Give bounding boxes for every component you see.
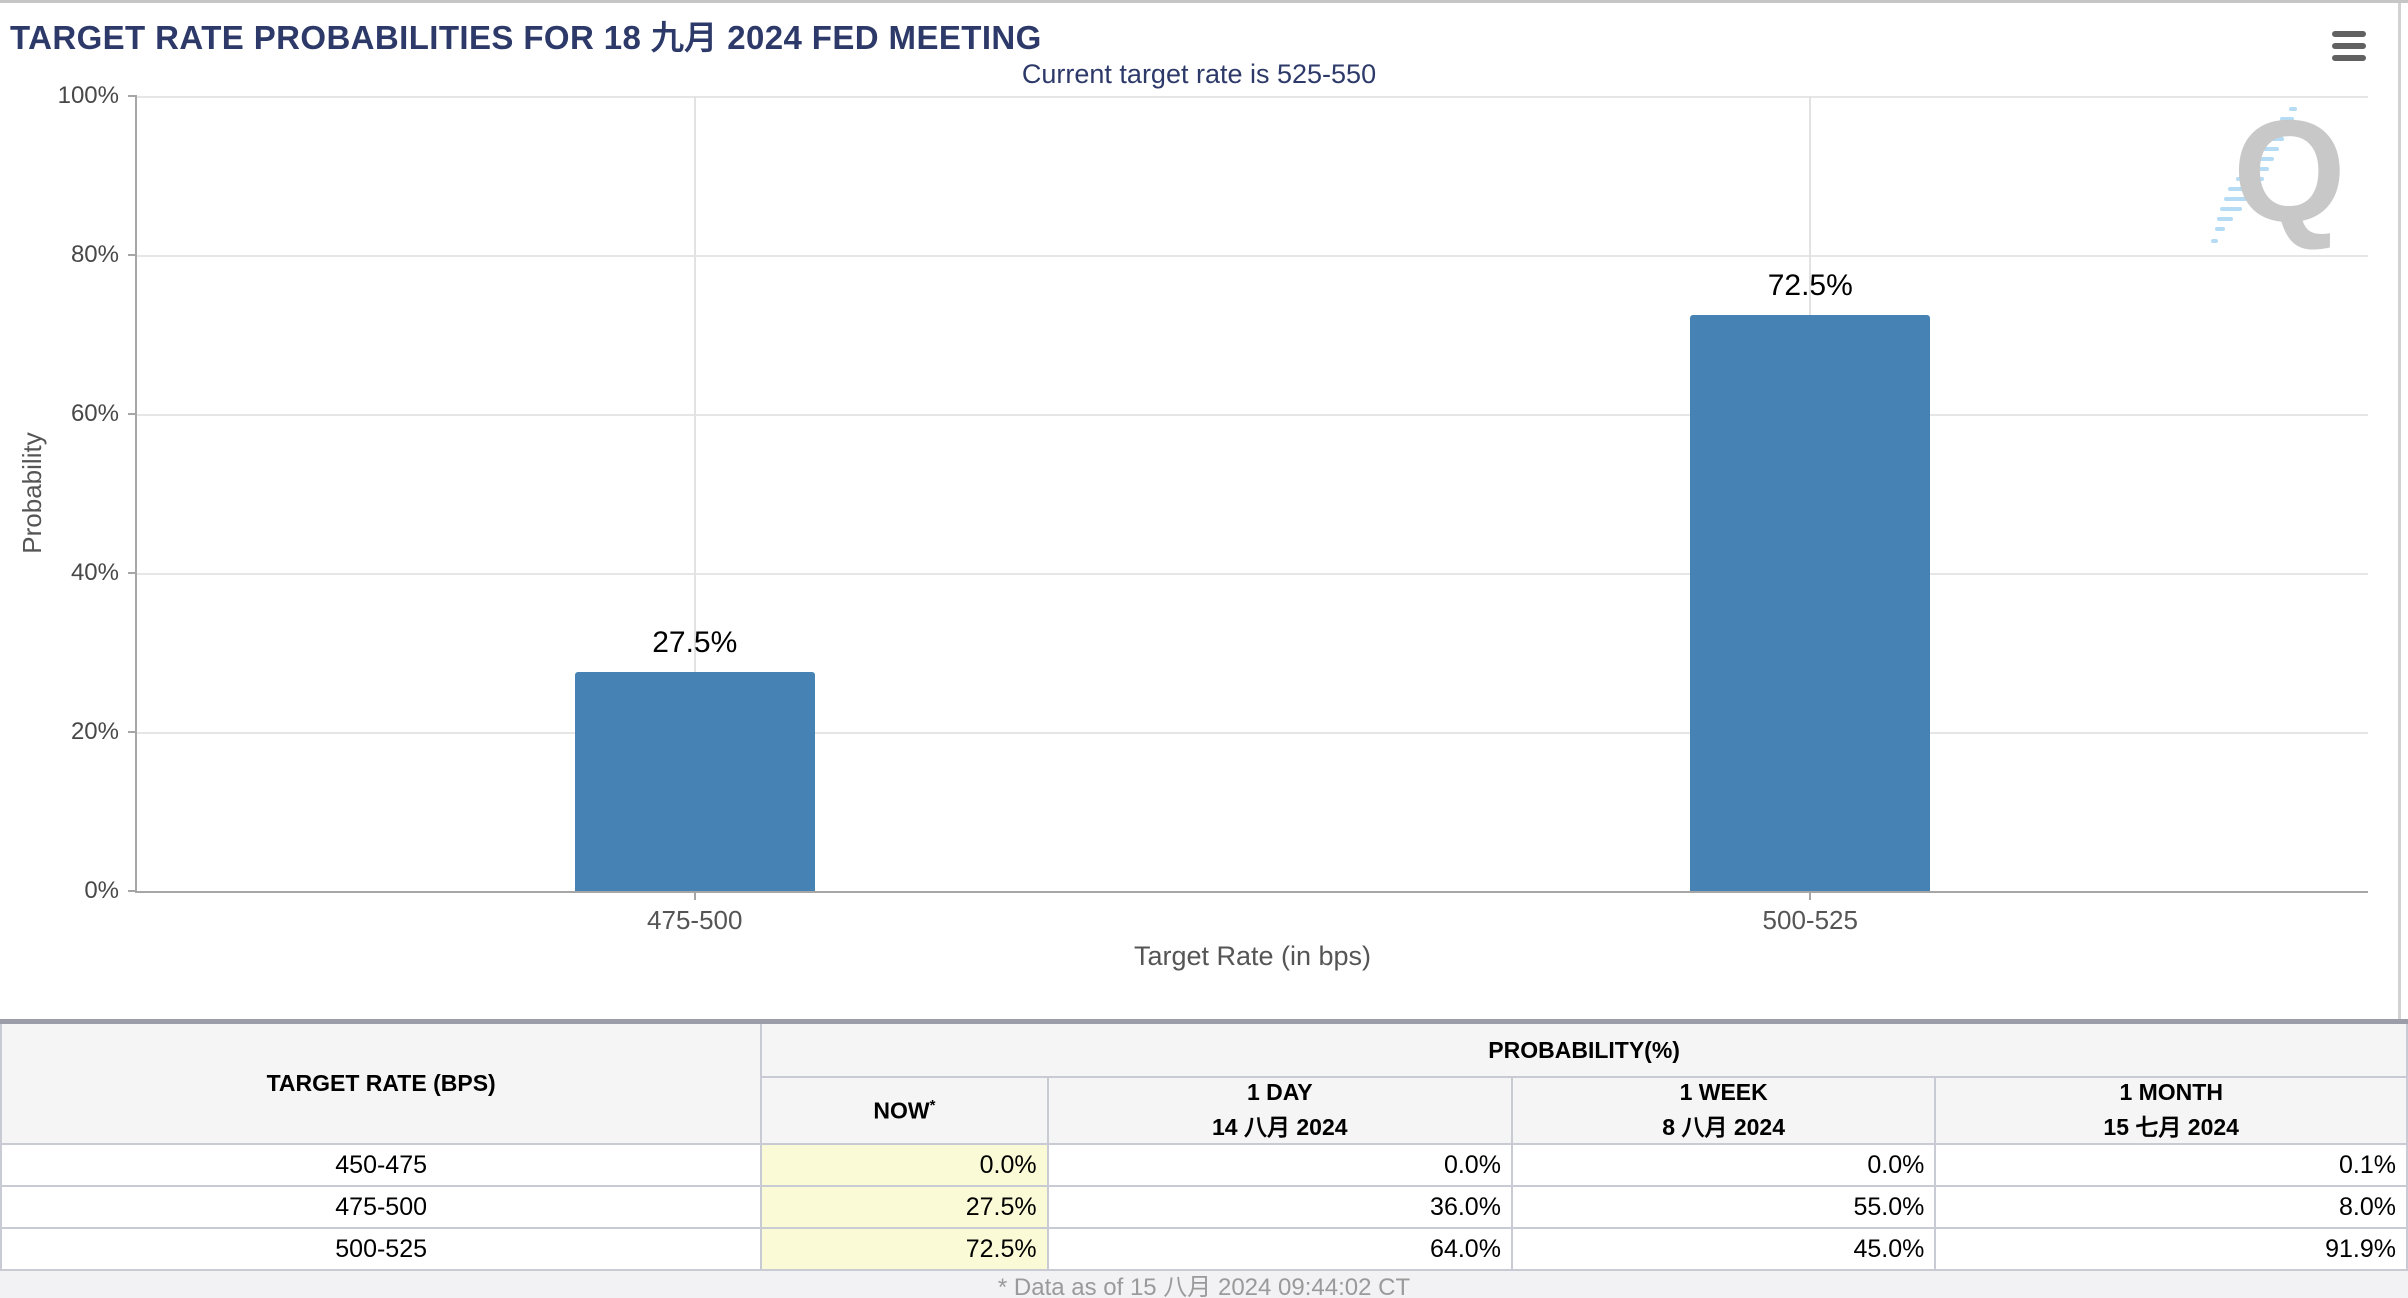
axis-tick (128, 890, 137, 892)
probability-table: TARGET RATE (BPS) PROBABILITY(%) NOW* 1 … (0, 1019, 2408, 1271)
cell-now: 27.5% (760, 1185, 1049, 1229)
cell-target-rate: 500-525 (0, 1227, 763, 1271)
y-tick-label: 40% (70, 559, 119, 586)
col-header-1-day: 1 DAY 14 八月 2024 (1046, 1076, 1513, 1145)
y-tick-label: 20% (70, 718, 119, 745)
cell-1-month: 91.9% (1934, 1227, 2408, 1271)
col-header-1-month-label: 1 MONTH (2119, 1079, 2223, 1105)
col-header-1-week: 1 WEEK 8 八月 2024 (1510, 1076, 1937, 1145)
hamburger-icon (2332, 31, 2366, 37)
col-header-probability-group: PROBABILITY(%) (760, 1020, 2408, 1078)
hamburger-icon (2332, 55, 2366, 61)
cell-1-day: 64.0% (1046, 1227, 1513, 1271)
y-tick-label: 0% (84, 877, 119, 904)
cell-target-rate: 450-475 (0, 1143, 763, 1187)
col-header-now: NOW* (760, 1076, 1049, 1145)
col-header-1-day-label: 1 DAY (1246, 1079, 1313, 1105)
col-header-1-day-date: 14 八月 2024 (1212, 1114, 1348, 1140)
cell-1-month: 0.1% (1934, 1143, 2408, 1187)
cell-1-week: 45.0% (1510, 1227, 1937, 1271)
footnote-asterisk: * (929, 1096, 936, 1114)
cell-1-day: 36.0% (1046, 1185, 1513, 1229)
table-row: 475-500 27.5% 36.0% 55.0% 8.0% (0, 1185, 2408, 1229)
x-category-label: 475-500 (647, 905, 743, 935)
y-axis-title: Probability (17, 432, 47, 554)
fedwatch-chart-panel: TARGET RATE PROBABILITIES FOR 18 九月 2024… (0, 3, 2401, 1019)
cell-target-rate: 475-500 (0, 1185, 763, 1229)
quikstrike-watermark-icon: Q (2193, 90, 2346, 263)
axis-tick (128, 572, 137, 574)
gridline (137, 414, 2368, 416)
axis-tick (128, 731, 137, 733)
axis-tick (128, 254, 137, 256)
y-tick-label: 60% (70, 400, 119, 427)
gridline (137, 573, 2368, 575)
gridline (137, 255, 2368, 257)
col-header-1-week-date: 8 八月 2024 (1662, 1114, 1786, 1140)
cell-1-month: 8.0% (1934, 1185, 2408, 1229)
gridline (137, 732, 2368, 734)
col-header-now-label: NOW (873, 1097, 930, 1124)
cell-1-week: 55.0% (1510, 1185, 1937, 1229)
col-header-1-week-label: 1 WEEK (1679, 1079, 1768, 1105)
bar-data-label: 27.5% (652, 626, 738, 660)
page-top-border (0, 0, 2408, 3)
table-row: 450-475 0.0% 0.0% 0.0% 0.1% (0, 1143, 2408, 1187)
gridline (693, 96, 696, 891)
bar-475-500 (574, 672, 815, 891)
cell-now: 0.0% (760, 1143, 1049, 1187)
cell-now: 72.5% (760, 1227, 1049, 1271)
data-as-of-footnote: * Data as of 15 八月 2024 09:44:02 CT (0, 1271, 2408, 1298)
axis-tick (1809, 891, 1812, 900)
chart-title: TARGET RATE PROBABILITIES FOR 18 九月 2024… (10, 19, 1042, 56)
col-header-1-month-date: 15 七月 2024 (2103, 1114, 2239, 1140)
axis-tick (128, 413, 137, 415)
table-row: 500-525 72.5% 64.0% 45.0% 91.9% (0, 1227, 2408, 1271)
gridline (137, 96, 2368, 98)
x-category-label: 500-525 (1762, 905, 1858, 935)
watermark-letter: Q (2233, 103, 2343, 252)
axis-tick (128, 95, 137, 97)
hamburger-icon (2332, 43, 2366, 49)
col-header-target-rate: TARGET RATE (BPS) (0, 1020, 763, 1145)
cell-1-day: 0.0% (1046, 1143, 1513, 1187)
x-axis-title: Target Rate (in bps) (1133, 941, 1372, 971)
plot-area: 100% 80% 60% 40% 20% 0% 27.5% 72.5% 475-… (58, 82, 2368, 971)
bar-500-525 (1690, 314, 1931, 891)
chart-subtitle: Current target rate is 525-550 (1021, 59, 1377, 89)
chart-export-menu-button[interactable] (2332, 31, 2366, 61)
cell-1-week: 0.0% (1510, 1143, 1937, 1187)
y-tick-label: 100% (57, 82, 119, 109)
bar-data-label: 72.5% (1767, 268, 1853, 302)
col-header-1-month: 1 MONTH 15 七月 2024 (1934, 1076, 2408, 1145)
axis-tick (693, 891, 696, 900)
y-tick-label: 80% (70, 241, 119, 268)
